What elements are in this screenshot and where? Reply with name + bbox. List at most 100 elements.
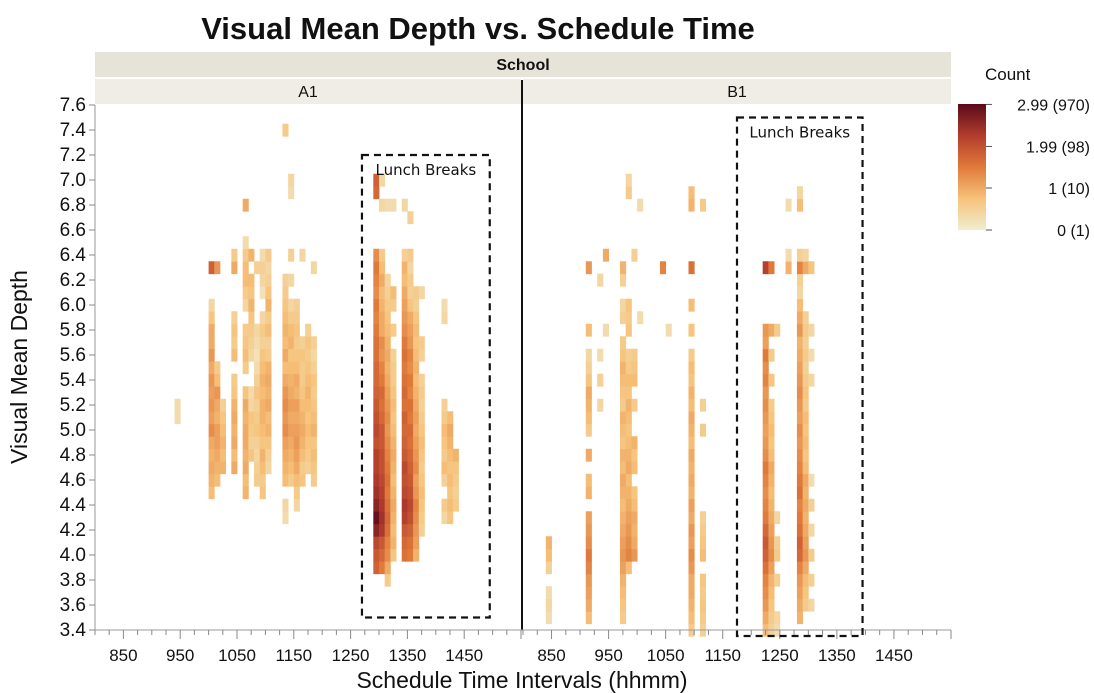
heatmap-cell	[254, 336, 261, 350]
heatmap-cell	[310, 336, 317, 350]
y-tick-label: 7.4	[60, 120, 87, 141]
heatmap-cell	[620, 336, 627, 350]
heatmap-cell	[254, 361, 261, 375]
heatmap-cell	[265, 411, 272, 425]
heatmap-cell	[796, 548, 804, 562]
heatmap-cell	[774, 611, 781, 625]
heatmap-cell	[585, 423, 592, 437]
heatmap-cell	[259, 248, 266, 262]
y-tick-label: 6.4	[60, 245, 87, 266]
heatmap-cell	[768, 261, 775, 275]
heatmap-cell	[585, 511, 592, 525]
heatmap-cell	[401, 386, 408, 400]
heatmap-cell	[597, 273, 604, 287]
heatmap-cell	[208, 473, 215, 487]
heatmap-cell	[288, 423, 295, 437]
heatmap-cell	[620, 598, 627, 612]
heatmap-cell	[231, 261, 238, 275]
heatmap-cell	[379, 373, 386, 387]
heatmap-cell	[282, 323, 289, 337]
heatmap-cell	[265, 423, 272, 437]
heatmap-cell	[585, 448, 592, 462]
heatmap-cell	[401, 286, 408, 300]
heatmap-cell	[384, 486, 391, 500]
heatmap-cell	[625, 311, 632, 325]
heatmap-cell	[802, 348, 809, 362]
heatmap-cell	[545, 611, 552, 625]
heatmap-cell	[248, 311, 255, 325]
heatmap-cell	[688, 598, 695, 612]
heatmap-cell	[293, 448, 300, 462]
heatmap-cell	[288, 298, 295, 312]
x-tick-label: 1150	[704, 646, 741, 665]
heatmap-cell	[288, 323, 295, 337]
heatmap-cell	[762, 598, 769, 612]
heatmap-cell	[631, 523, 638, 537]
heatmap-cell	[265, 286, 272, 300]
heatmap-cell	[384, 311, 391, 325]
heatmap-cell	[282, 336, 289, 350]
heatmap-cell	[413, 411, 420, 425]
heatmap-cell	[418, 336, 425, 350]
heatmap-cell	[585, 523, 592, 537]
heatmap-cell	[282, 348, 289, 362]
heatmap-cell	[802, 536, 809, 550]
heatmap-cell	[401, 361, 408, 375]
heatmap-cell	[418, 386, 425, 400]
heatmap-cell	[379, 473, 386, 487]
heatmap-cell	[214, 411, 221, 425]
heatmap-cell	[407, 423, 414, 437]
heatmap-cell	[248, 273, 255, 287]
heatmap-cell	[282, 511, 289, 525]
heatmap-cell	[413, 398, 420, 412]
heatmap-cell	[796, 611, 804, 625]
heatmap-cell	[242, 486, 249, 500]
heatmap-cell	[585, 386, 592, 400]
heatmap-cell	[288, 473, 295, 487]
heatmap-cell	[785, 261, 792, 275]
heatmap-cell	[310, 448, 317, 462]
heatmap-cell	[310, 261, 317, 275]
heatmap-cell	[305, 323, 312, 337]
heatmap-cell	[802, 311, 809, 325]
heatmap-cell	[774, 573, 781, 587]
heatmap-cell	[631, 548, 638, 562]
facet-strip-title: School	[496, 57, 549, 74]
legend-tick-label: 0 (1)	[1057, 223, 1090, 240]
heatmap-cell	[808, 261, 815, 275]
y-tick-label: 5.8	[60, 320, 86, 341]
heatmap-cell	[768, 573, 775, 587]
heatmap-cell	[293, 311, 300, 325]
heatmap-cell	[299, 336, 306, 350]
heatmap-cell	[441, 398, 448, 412]
heatmap-cell	[762, 536, 769, 550]
heatmap-cell	[379, 323, 386, 337]
heatmap-cell	[242, 323, 249, 337]
heatmap-cell	[390, 386, 397, 400]
heatmap-cell	[808, 473, 815, 487]
heatmap-cell	[390, 486, 397, 500]
heatmap-cell	[688, 373, 695, 387]
heatmap-cell	[796, 436, 804, 450]
heatmap-cell	[688, 523, 695, 537]
heatmap-cell	[447, 498, 454, 512]
heatmap-cell	[688, 448, 695, 462]
heatmap-cell	[768, 486, 775, 500]
heatmap-cell	[625, 361, 632, 375]
heatmap-cell	[310, 348, 317, 362]
heatmap-cell	[768, 323, 775, 337]
heatmap-cell	[631, 448, 638, 462]
heatmap-cell	[373, 361, 380, 375]
heatmap-cell	[288, 186, 295, 200]
heatmap-cell	[631, 248, 638, 262]
x-tick-label: 1050	[218, 646, 256, 665]
heatmap-cell	[631, 536, 638, 550]
y-tick-label: 4.2	[60, 520, 86, 541]
heatmap-cell	[620, 373, 627, 387]
heatmap-cell	[373, 286, 380, 300]
heatmap-cell	[248, 286, 255, 300]
heatmap-cell	[379, 298, 386, 312]
heatmap-cell	[379, 436, 386, 450]
heatmap-cell	[688, 411, 695, 425]
heatmap-cell	[762, 398, 769, 412]
